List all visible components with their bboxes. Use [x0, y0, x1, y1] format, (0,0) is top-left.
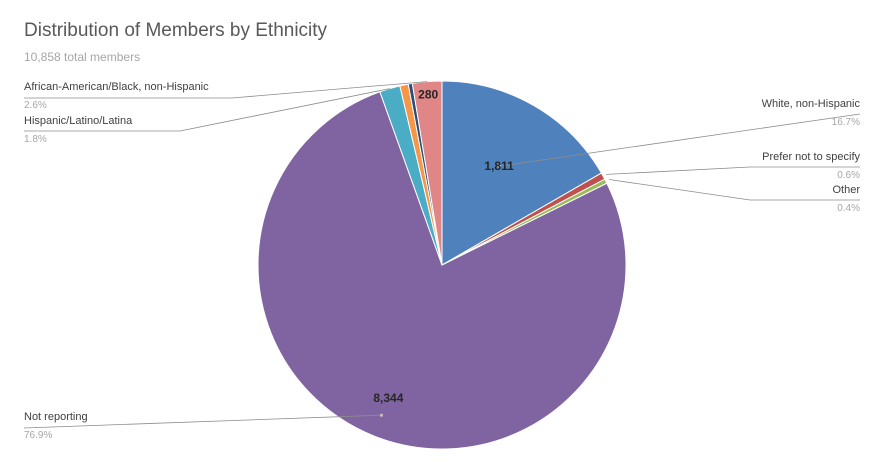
pie-slice-white-non-hispanic	[441, 80, 603, 266]
percent-label-other: 0.4%	[837, 203, 860, 214]
percent-label-prefer-not-to-specify: 0.6%	[837, 170, 860, 181]
leader-line-hispanic-latino-latina	[24, 88, 390, 132]
category-label-african-american-black-non-hispanic: African-American/Black, non-Hispanic	[24, 81, 209, 93]
percent-label-white-non-hispanic: 16.7%	[832, 117, 860, 128]
percent-label-african-american-black-non-hispanic: 2.6%	[24, 100, 47, 111]
leader-dot-white-non-hispanic	[497, 164, 501, 168]
pie-slice-not-reporting	[257, 91, 627, 450]
pie-slices	[257, 80, 627, 450]
category-label-not-reporting: Not reporting	[24, 411, 88, 423]
value-label-african-american-black-non-hispanic: 280	[418, 87, 438, 101]
category-label-white-non-hispanic: White, non-Hispanic	[762, 98, 861, 110]
pie-slice-african-american-black-non-hispanic	[411, 80, 443, 266]
percent-label-hispanic-latino-latina: 1.8%	[24, 134, 47, 145]
pie-labels: 1,811 White, non-Hispanic 16.7% Prefer not …	[24, 81, 860, 441]
leader-lines	[23, 81, 861, 429]
leader-line-white-non-hispanic	[499, 113, 861, 167]
chart-title: Distribution of Members by Ethnicity	[24, 20, 328, 41]
leader-line-other	[609, 179, 860, 201]
leader-line-not-reporting	[23, 414, 382, 429]
leader-line-prefer-not-to-specify	[606, 166, 860, 175]
chart-subtitle: 10,858 total members	[24, 50, 141, 64]
category-label-hispanic-latino-latina: Hispanic/Latino/Latina	[24, 115, 133, 127]
category-label-prefer-not-to-specify: Prefer not to specify	[762, 151, 860, 163]
percent-label-not-reporting: 76.9%	[24, 430, 52, 441]
leader-dot-not-reporting	[379, 413, 384, 417]
category-label-other: Other	[832, 184, 860, 196]
leader-line-african-american-black-non-hispanic	[24, 81, 428, 99]
value-label-not-reporting: 8,344	[373, 391, 403, 405]
value-label-white-non-hispanic: 1,811	[484, 159, 514, 173]
